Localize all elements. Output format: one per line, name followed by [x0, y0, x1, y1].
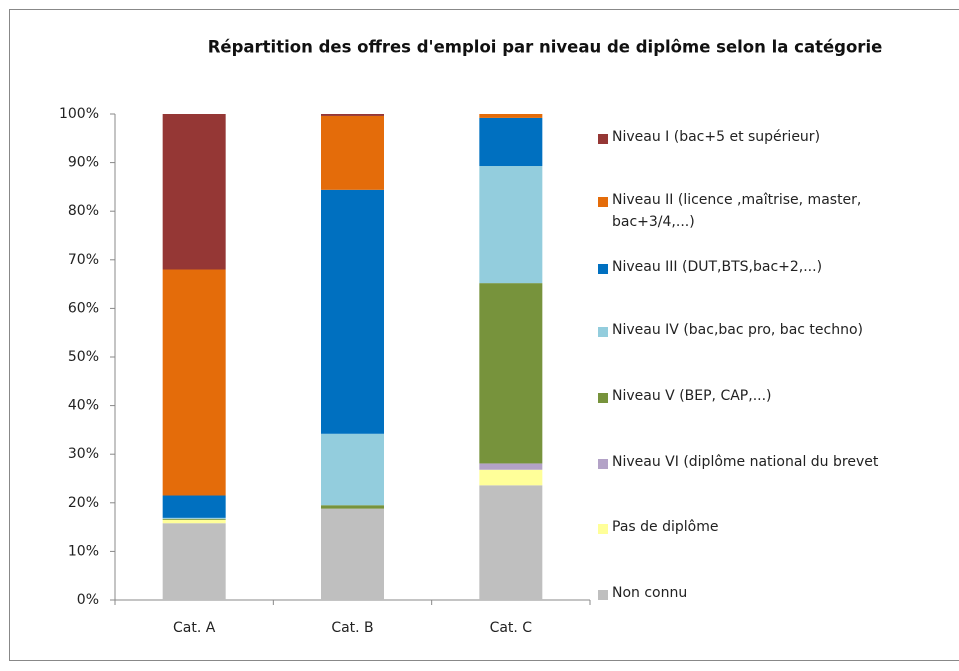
legend-item: Niveau III (DUT,BTS,bac+2,...)	[598, 259, 822, 278]
legend-label: Niveau III (DUT,BTS,bac+2,...)	[612, 259, 823, 275]
y-tick-label: 90%	[68, 155, 99, 171]
legend-item: Non connu	[598, 585, 687, 604]
y-tick-label: 40%	[68, 398, 99, 414]
bar-segment	[162, 269, 226, 496]
bar-segment	[479, 166, 543, 284]
y-tick-label: 20%	[68, 495, 99, 511]
legend-swatch	[598, 524, 608, 534]
legend-label: Pas de diplôme	[612, 519, 719, 535]
legend-swatch	[598, 590, 608, 600]
legend-label: Niveau V (BEP, CAP,...)	[612, 388, 772, 404]
chart-title: Répartition des offres d'emploi par nive…	[208, 38, 883, 57]
y-tick-label: 70%	[68, 252, 99, 268]
bar-segment	[321, 505, 384, 509]
bar-segment	[321, 508, 384, 600]
legend-label: Niveau II (licence ,maîtrise, master, ba…	[612, 192, 862, 230]
bar-segment	[321, 433, 384, 506]
legend-label: Niveau I (bac+5 et supérieur)	[612, 129, 821, 145]
legend-swatch	[598, 197, 608, 207]
bar-segment	[162, 495, 226, 518]
bar-segment	[321, 189, 384, 434]
legend-label: Niveau IV (bac,bac pro, bac techno)	[612, 322, 863, 338]
legend-item: Niveau VI (diplôme national du brevet	[598, 454, 878, 473]
legend-label: Non connu	[612, 585, 688, 601]
bar-segment	[479, 463, 543, 470]
y-tick-label: 30%	[68, 446, 99, 462]
y-tick-label: 50%	[68, 349, 99, 365]
legend-item: Niveau IV (bac,bac pro, bac techno)	[598, 322, 863, 341]
x-tick-label: Cat. A	[173, 620, 216, 636]
bar-segment	[321, 115, 384, 190]
legend-swatch	[598, 459, 608, 469]
legend-item: Niveau V (BEP, CAP,...)	[598, 388, 772, 407]
y-tick-label: 100%	[59, 106, 99, 122]
legend-item: Pas de diplôme	[598, 519, 718, 538]
bar-segment	[479, 117, 543, 167]
bar-segment	[162, 519, 226, 524]
bar-segment	[162, 523, 226, 600]
bar-segment	[479, 283, 543, 464]
legend-item: Niveau II (licence ,maîtrise, master, ba…	[598, 192, 947, 233]
bar-segment	[479, 485, 543, 600]
bar-segment	[162, 517, 226, 519]
x-tick-label: Cat. B	[331, 620, 373, 636]
legend-label: Niveau VI (diplôme national du brevet	[612, 454, 879, 470]
legend-item: Niveau I (bac+5 et supérieur)	[598, 129, 820, 148]
legend-swatch	[598, 393, 608, 403]
bar-segment	[479, 114, 543, 118]
y-tick-label: 80%	[68, 203, 99, 219]
bar-segment	[321, 114, 384, 116]
legend-swatch	[598, 134, 608, 144]
bar-segment	[162, 114, 226, 270]
bar-segment	[479, 469, 543, 486]
bar-segment	[162, 518, 226, 520]
y-tick-label: 0%	[77, 592, 99, 608]
legend-swatch	[598, 264, 608, 274]
x-tick-label: Cat. C	[490, 620, 533, 636]
legend-swatch	[598, 327, 608, 337]
y-tick-label: 60%	[68, 300, 99, 316]
y-tick-label: 10%	[68, 543, 99, 559]
